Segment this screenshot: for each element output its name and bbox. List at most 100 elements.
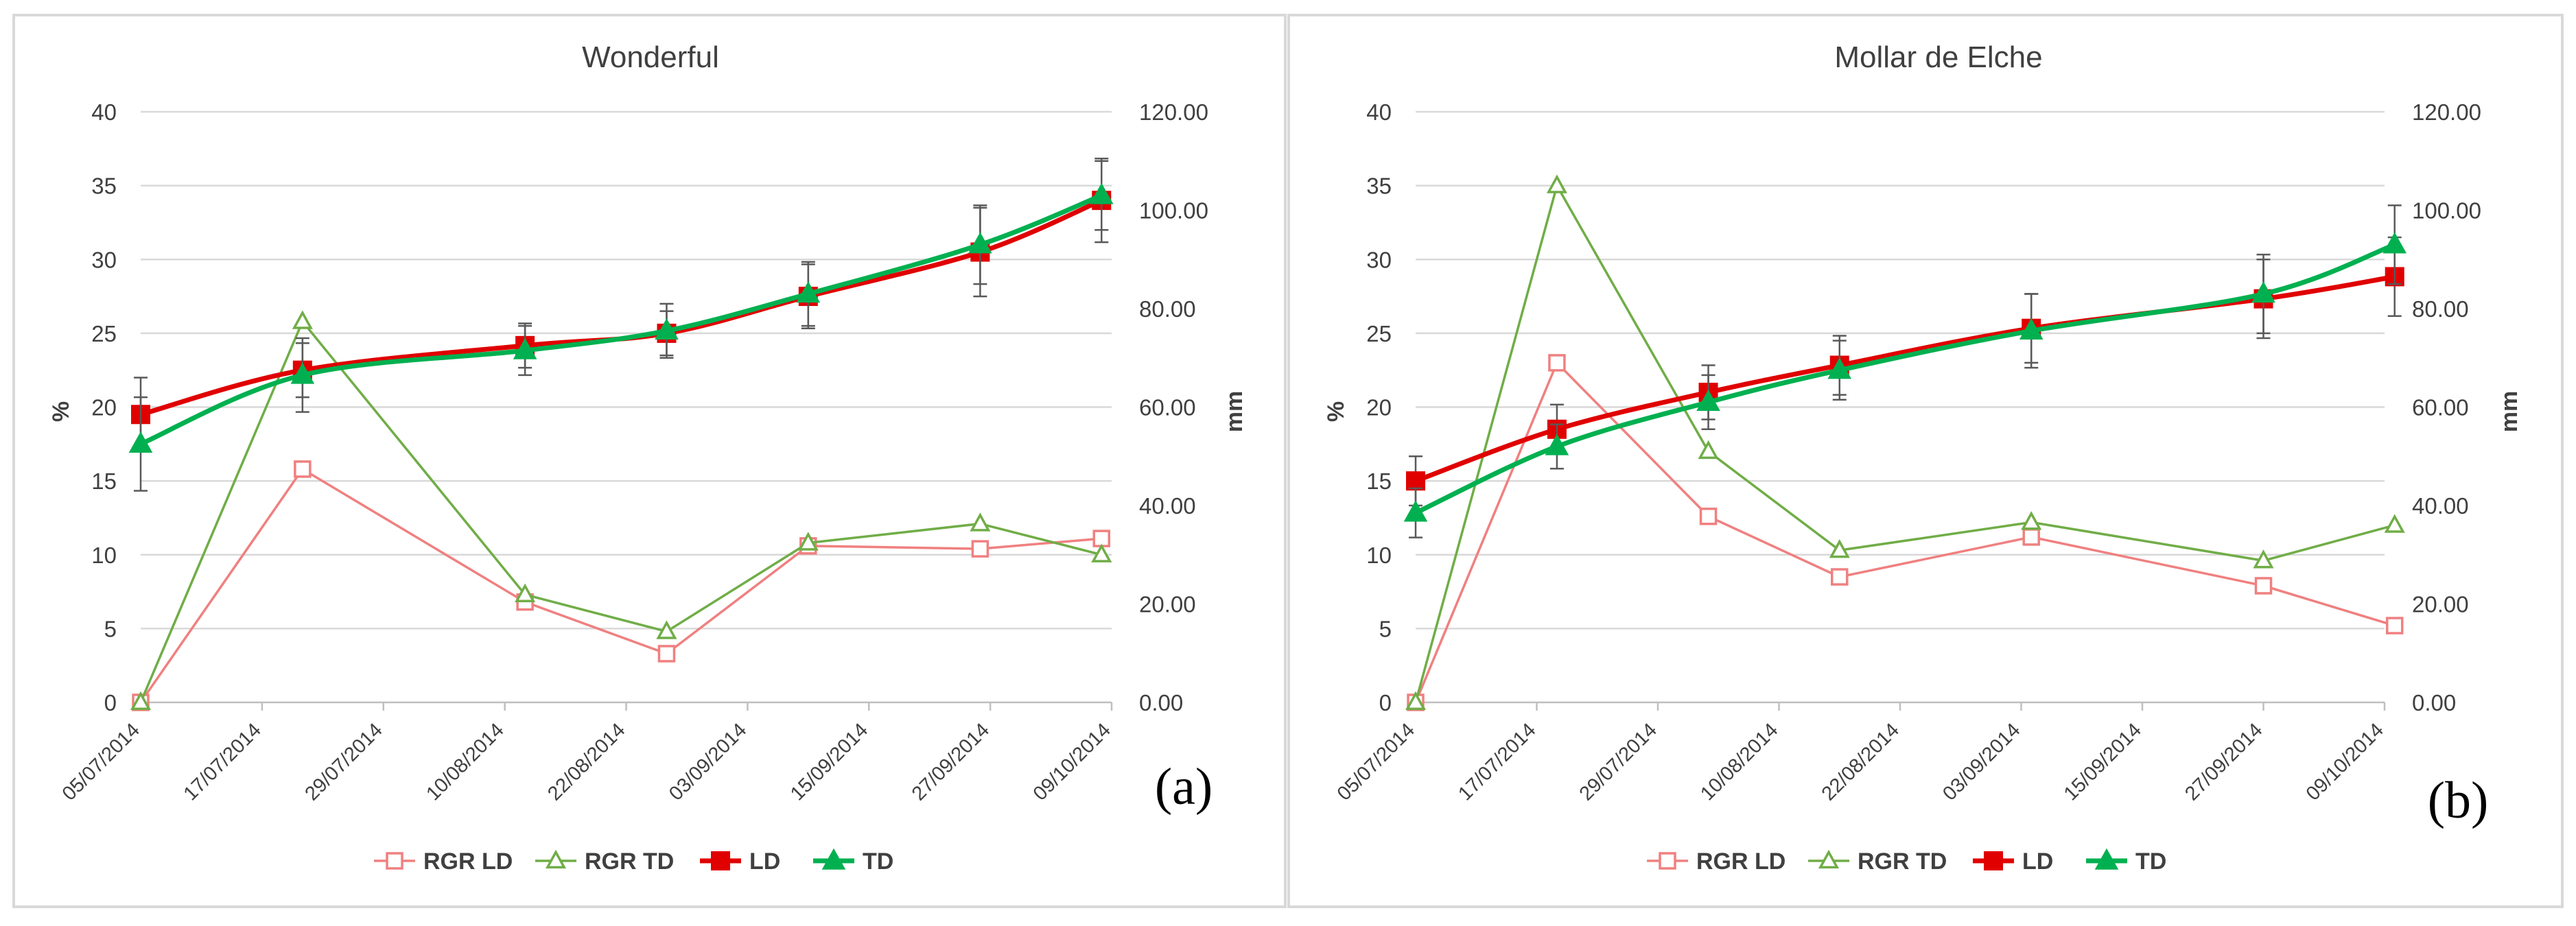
y2-tick-label: 20.00 <box>2412 592 2469 617</box>
data-point <box>515 583 536 602</box>
series-rgr-td <box>130 310 1112 711</box>
y-tick-label: 20 <box>1366 395 1392 420</box>
y2-tick-label: 0.00 <box>2412 690 2456 715</box>
y-tick-label: 40 <box>1366 99 1392 125</box>
y2-tick-label: 100.00 <box>1139 198 1208 224</box>
data-point <box>2385 617 2404 634</box>
data-point <box>290 362 315 384</box>
legend-swatch-marker <box>1984 851 2003 870</box>
y2-tick-label: 120.00 <box>2412 99 2481 125</box>
legend-item: RGR LD <box>1647 848 1785 875</box>
legend-item: LD <box>1973 848 2053 875</box>
legend-label: TD <box>2135 848 2166 875</box>
y2-axis-label: mm <box>1221 391 1248 432</box>
y2-tick-label: 60.00 <box>1139 395 1196 420</box>
chart-title: Mollar de Elche <box>1834 40 2042 74</box>
data-point <box>1698 440 1719 460</box>
y2-tick-label: 40.00 <box>1139 493 1196 519</box>
series-td <box>1403 204 2407 538</box>
data-point <box>292 310 313 329</box>
legend-item: TD <box>813 848 893 875</box>
y-tick-label: 5 <box>1379 616 1392 641</box>
y-tick-label: 10 <box>1366 543 1392 568</box>
chart-frame-b <box>1287 14 2564 908</box>
legend-label: RGR LD <box>423 848 513 875</box>
legend-item: RGR LD <box>374 848 513 875</box>
data-point <box>656 620 677 639</box>
legend-label: RGR TD <box>585 848 674 875</box>
legend-swatch-marker <box>1818 849 1840 869</box>
legend-swatch-marker <box>821 848 846 870</box>
data-point <box>128 431 153 453</box>
data-point <box>1829 539 1850 558</box>
data-point <box>513 337 537 359</box>
series-td <box>128 160 1114 492</box>
y2-tick-label: 0.00 <box>1139 690 1183 715</box>
data-point <box>130 691 152 711</box>
legend-label: LD <box>2022 848 2053 875</box>
data-point <box>1831 568 1849 586</box>
data-point <box>1089 182 1114 204</box>
y-tick-label: 0 <box>1379 690 1392 715</box>
y-tick-label: 30 <box>91 247 117 272</box>
data-point <box>2384 514 2405 533</box>
data-point <box>970 512 991 532</box>
data-point <box>2251 281 2275 303</box>
data-point <box>1548 354 1566 372</box>
y2-tick-label: 80.00 <box>1139 296 1196 322</box>
legend-label: RGR TD <box>1858 848 1947 875</box>
data-point <box>971 540 990 558</box>
y-tick-label: 10 <box>91 543 117 568</box>
y-tick-label: 20 <box>91 395 117 420</box>
data-point <box>2254 577 2273 595</box>
data-point <box>1091 543 1112 562</box>
data-point <box>1406 471 1425 491</box>
legend-item: RGR TD <box>1808 848 1947 875</box>
chart-frame-a <box>12 14 1287 908</box>
data-point <box>1827 357 1852 379</box>
data-point <box>1696 390 1720 412</box>
y2-tick-label: 100.00 <box>2412 198 2481 224</box>
panel-label: (b) <box>2428 772 2489 829</box>
data-point <box>655 318 679 340</box>
y-axis-label: % <box>48 401 74 422</box>
y-tick-label: 0 <box>104 690 117 715</box>
data-point <box>1699 508 1718 525</box>
y2-tick-label: 120.00 <box>1139 99 1208 125</box>
legend-label: LD <box>749 848 780 875</box>
legend-item: LD <box>700 848 780 875</box>
legend-swatch-marker <box>545 849 567 869</box>
data-point <box>796 281 821 303</box>
y-tick-label: 40 <box>91 99 117 125</box>
data-point <box>1545 434 1569 455</box>
data-point <box>2019 318 2044 340</box>
y2-tick-label: 60.00 <box>2412 395 2469 420</box>
panel-label: (a) <box>1155 758 1213 816</box>
data-point <box>2022 528 2040 546</box>
chart-title: Wonderful <box>582 40 719 74</box>
series-rgr-ld <box>132 460 1111 711</box>
y2-tick-label: 80.00 <box>2412 296 2469 322</box>
y-tick-label: 25 <box>1366 321 1392 346</box>
data-point <box>1546 174 1567 193</box>
y2-tick-label: 40.00 <box>2412 493 2469 519</box>
y-tick-label: 25 <box>91 321 117 346</box>
y-tick-label: 35 <box>91 174 117 199</box>
y-axis-label: % <box>1323 401 1349 422</box>
series-rgr-td <box>1405 174 2405 711</box>
legend-item: TD <box>2086 848 2166 875</box>
y2-tick-label: 20.00 <box>1139 592 1196 617</box>
data-point <box>294 460 312 478</box>
legend: RGR LD RGR TD LD TD <box>374 848 893 875</box>
data-point <box>1405 691 1427 711</box>
y-tick-label: 30 <box>1366 247 1392 272</box>
legend-swatch-marker <box>711 851 730 870</box>
y2-axis-label: mm <box>2496 391 2522 432</box>
legend-swatch-marker <box>1659 852 1676 870</box>
legend: RGR LD RGR TD LD TD <box>1647 848 2166 875</box>
data-point <box>797 532 819 551</box>
data-point <box>1403 500 1428 522</box>
legend-swatch-marker <box>386 852 403 870</box>
y-tick-label: 35 <box>1366 174 1392 199</box>
